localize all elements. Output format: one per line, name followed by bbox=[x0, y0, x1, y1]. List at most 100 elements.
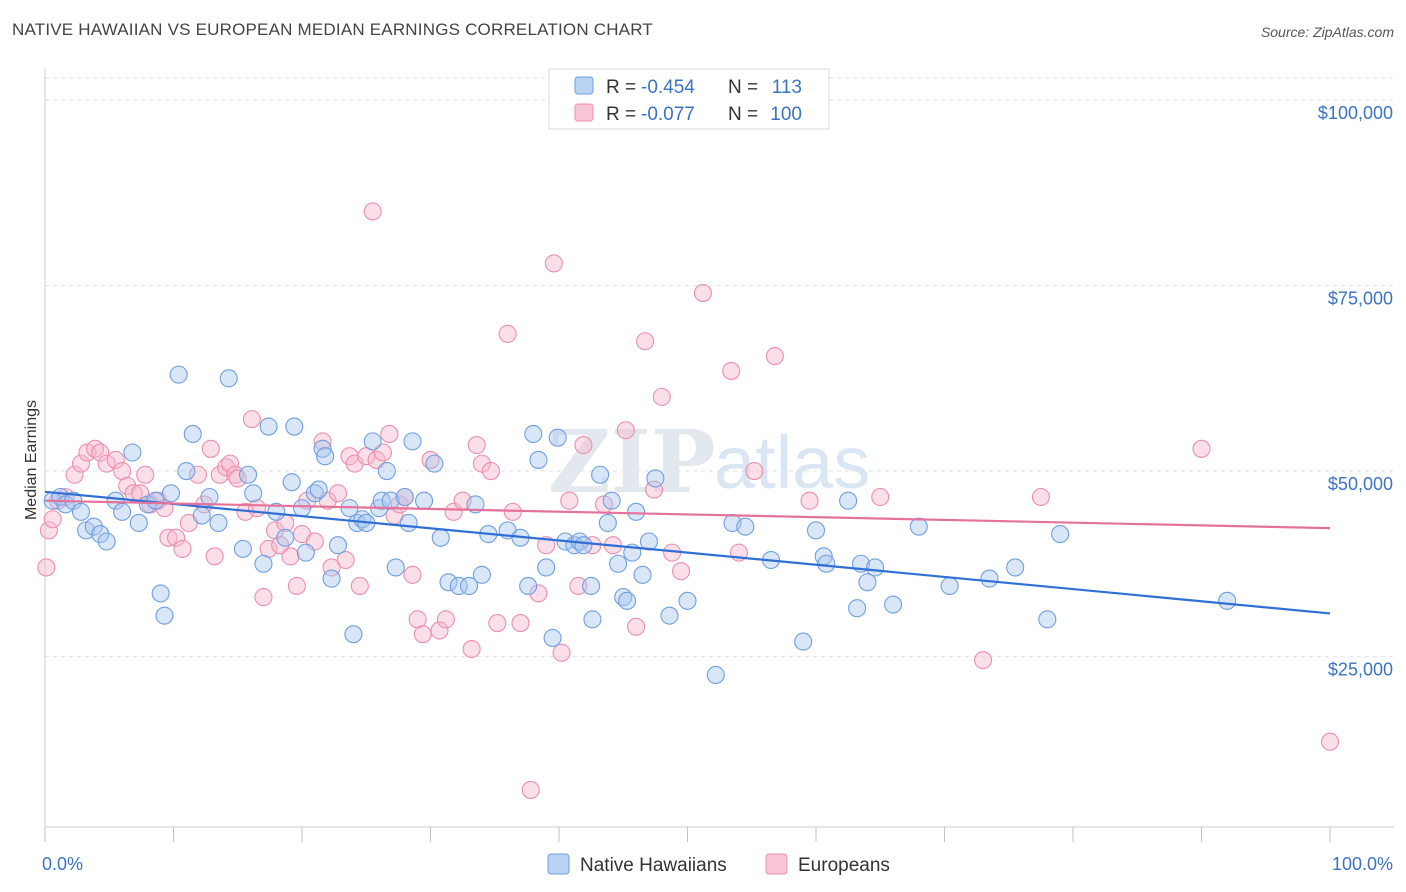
native-hawaiian-point bbox=[238, 465, 258, 484]
european-point bbox=[254, 588, 273, 607]
european-point bbox=[106, 450, 125, 469]
european-point bbox=[205, 547, 224, 566]
native-hawaiian-point bbox=[598, 513, 617, 533]
native-hawaiian-point bbox=[322, 569, 341, 588]
european-point bbox=[722, 361, 741, 380]
european-point bbox=[91, 443, 110, 462]
european-point bbox=[336, 550, 355, 570]
european-point bbox=[488, 614, 507, 633]
x-tick-label-end: 100.0% bbox=[1332, 854, 1393, 874]
european-point bbox=[481, 461, 500, 481]
european-point bbox=[97, 454, 116, 473]
european-point bbox=[498, 324, 517, 343]
legend-n-label: N = bbox=[728, 77, 758, 98]
european-point bbox=[529, 584, 548, 603]
native-hawaiian-point bbox=[660, 606, 679, 625]
european-point bbox=[220, 454, 240, 473]
european-point bbox=[210, 465, 229, 484]
watermark: ZIP atlas bbox=[548, 412, 870, 513]
native-hawaiian-point bbox=[519, 576, 538, 596]
native-hawaiian-point bbox=[386, 558, 405, 577]
native-hawaiian-point bbox=[151, 584, 170, 603]
native-hawaiian-point bbox=[106, 491, 125, 510]
native-hawaiian-point bbox=[200, 487, 219, 507]
european-point bbox=[672, 562, 691, 581]
european-point bbox=[159, 528, 178, 547]
legend-n-value: 100 bbox=[770, 104, 802, 125]
legend-label-europeans: Europeans bbox=[798, 855, 890, 876]
axis-layer: $25,000 $50,000 $75,000 $100,000 bbox=[44, 68, 1394, 842]
european-point bbox=[467, 436, 486, 455]
native-hawaiian-point bbox=[1051, 525, 1070, 544]
native-hawaiian-point bbox=[91, 525, 110, 544]
series-legend: Native Hawaiians Europeans bbox=[547, 853, 890, 876]
european-point bbox=[228, 469, 247, 488]
native-hawaiian-point bbox=[84, 517, 103, 536]
european-point bbox=[328, 484, 348, 503]
legend-r-value: -0.077 bbox=[641, 104, 695, 125]
native-hawaiian-point bbox=[219, 369, 238, 388]
native-hawaiian-point bbox=[806, 521, 826, 540]
native-hawaiian-point bbox=[618, 591, 637, 610]
native-hawaiians-points bbox=[43, 365, 1237, 685]
european-point bbox=[247, 499, 267, 518]
european-point bbox=[173, 539, 192, 558]
european-point bbox=[350, 576, 369, 596]
native-hawaiian-point bbox=[794, 632, 813, 651]
native-hawaiian-point bbox=[431, 528, 450, 547]
native-hawaiian-point bbox=[309, 480, 328, 499]
european-point bbox=[373, 443, 393, 462]
native-hawaiian-point bbox=[313, 439, 332, 458]
native-hawaiian-point bbox=[678, 591, 697, 610]
european-point bbox=[43, 510, 62, 529]
native-hawaiian-point bbox=[524, 424, 543, 444]
native-hawaiian-point bbox=[627, 502, 646, 521]
legend-r-label: R = bbox=[606, 77, 636, 98]
legend-n-label: N = bbox=[728, 104, 758, 125]
european-point bbox=[871, 487, 890, 507]
european-point bbox=[39, 521, 58, 540]
european-point bbox=[544, 254, 563, 273]
native-hawaiian-point bbox=[377, 461, 396, 481]
european-point bbox=[574, 436, 593, 455]
native-hawaiian-point bbox=[71, 502, 91, 521]
legend-n-value: 113 bbox=[772, 77, 802, 98]
european-point bbox=[800, 491, 819, 510]
european-point bbox=[521, 780, 540, 799]
european-point bbox=[363, 202, 382, 221]
native-hawaiian-point bbox=[543, 628, 562, 647]
european-point bbox=[1192, 439, 1211, 458]
native-hawaiian-point bbox=[292, 499, 312, 518]
european-point bbox=[136, 465, 155, 484]
european-point bbox=[281, 547, 300, 566]
native-hawaiian-point bbox=[395, 487, 414, 507]
legend-label-native-hawaiians: Native Hawaiians bbox=[580, 855, 727, 876]
native-hawaiian-point bbox=[459, 576, 479, 596]
watermark-atlas: atlas bbox=[714, 421, 870, 504]
european-point bbox=[201, 439, 220, 458]
european-point bbox=[511, 614, 530, 633]
native-hawaiian-point bbox=[282, 473, 301, 492]
native-hawaiian-point bbox=[848, 599, 867, 618]
y-tick-label: $100,000 bbox=[1318, 103, 1393, 123]
native-hawaiian-point bbox=[192, 506, 211, 525]
european-point bbox=[71, 454, 91, 473]
native-hawaiian-point bbox=[817, 554, 836, 573]
native-hawaiian-point bbox=[646, 469, 665, 488]
native-hawaiian-point bbox=[736, 517, 755, 536]
native-hawaiian-point bbox=[537, 558, 556, 577]
grid-layer bbox=[45, 77, 1394, 657]
european-point bbox=[436, 610, 455, 629]
y-tick-label: $25,000 bbox=[1328, 659, 1393, 679]
native-hawaiian-point bbox=[161, 484, 180, 503]
native-hawaiian-point bbox=[129, 513, 148, 533]
native-hawaiian-point bbox=[316, 447, 335, 466]
native-hawaiian-point bbox=[591, 465, 610, 484]
european-point bbox=[380, 424, 399, 444]
europeans-trend-line bbox=[44, 499, 1331, 530]
native-hawaiian-point bbox=[399, 513, 418, 533]
native-hawaiian-point bbox=[980, 569, 999, 588]
y-tick-label: $50,000 bbox=[1328, 474, 1393, 494]
native-hawaiian-point bbox=[169, 365, 188, 384]
